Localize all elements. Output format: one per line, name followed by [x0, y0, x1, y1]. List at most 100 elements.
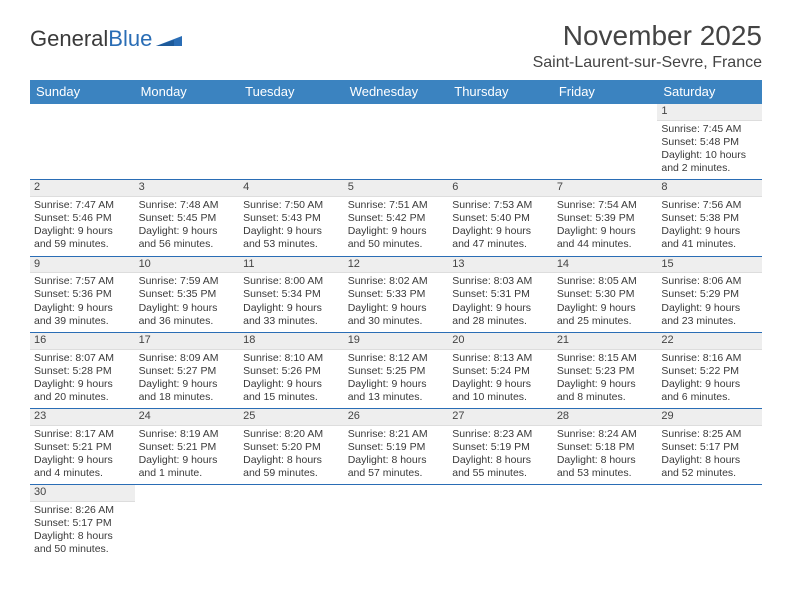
day-content: Sunrise: 7:45 AMSunset: 5:48 PMDaylight:…	[657, 121, 762, 180]
calendar-day-cell: 20Sunrise: 8:13 AMSunset: 5:24 PMDayligh…	[448, 332, 553, 408]
calendar-day-cell: 6Sunrise: 7:53 AMSunset: 5:40 PMDaylight…	[448, 180, 553, 256]
calendar-day-cell: 8Sunrise: 7:56 AMSunset: 5:38 PMDaylight…	[657, 180, 762, 256]
calendar-week-row: 23Sunrise: 8:17 AMSunset: 5:21 PMDayligh…	[30, 409, 762, 485]
weekday-header: Thursday	[448, 80, 553, 104]
sunrise-text: Sunrise: 8:07 AM	[34, 352, 131, 365]
day-number: 20	[448, 333, 553, 350]
daylight-text: Daylight: 8 hours and 52 minutes.	[661, 454, 758, 480]
day-content: Sunrise: 7:50 AMSunset: 5:43 PMDaylight:…	[239, 197, 344, 256]
daylight-text: Daylight: 9 hours and 25 minutes.	[557, 302, 654, 328]
daylight-text: Daylight: 9 hours and 10 minutes.	[452, 378, 549, 404]
day-content: Sunrise: 8:07 AMSunset: 5:28 PMDaylight:…	[30, 350, 135, 409]
calendar-day-cell: 17Sunrise: 8:09 AMSunset: 5:27 PMDayligh…	[135, 332, 240, 408]
sunrise-text: Sunrise: 8:16 AM	[661, 352, 758, 365]
day-number: 6	[448, 180, 553, 197]
month-title: November 2025	[533, 20, 762, 52]
calendar-day-cell	[344, 104, 449, 180]
daylight-text: Daylight: 9 hours and 44 minutes.	[557, 225, 654, 251]
calendar-day-cell: 27Sunrise: 8:23 AMSunset: 5:19 PMDayligh…	[448, 409, 553, 485]
day-number: 27	[448, 409, 553, 426]
sunset-text: Sunset: 5:23 PM	[557, 365, 654, 378]
calendar-day-cell: 12Sunrise: 8:02 AMSunset: 5:33 PMDayligh…	[344, 256, 449, 332]
daylight-text: Daylight: 8 hours and 55 minutes.	[452, 454, 549, 480]
sunset-text: Sunset: 5:31 PM	[452, 288, 549, 301]
day-number: 10	[135, 257, 240, 274]
day-number: 23	[30, 409, 135, 426]
day-content: Sunrise: 8:20 AMSunset: 5:20 PMDaylight:…	[239, 426, 344, 485]
sunrise-text: Sunrise: 7:47 AM	[34, 199, 131, 212]
weekday-header-row: Sunday Monday Tuesday Wednesday Thursday…	[30, 80, 762, 104]
day-content: Sunrise: 7:59 AMSunset: 5:35 PMDaylight:…	[135, 273, 240, 332]
daylight-text: Daylight: 9 hours and 28 minutes.	[452, 302, 549, 328]
sunset-text: Sunset: 5:17 PM	[661, 441, 758, 454]
sunrise-text: Sunrise: 8:05 AM	[557, 275, 654, 288]
sunrise-text: Sunrise: 8:23 AM	[452, 428, 549, 441]
day-content: Sunrise: 8:15 AMSunset: 5:23 PMDaylight:…	[553, 350, 658, 409]
day-number: 3	[135, 180, 240, 197]
day-number: 14	[553, 257, 658, 274]
sunrise-text: Sunrise: 7:48 AM	[139, 199, 236, 212]
daylight-text: Daylight: 9 hours and 1 minute.	[139, 454, 236, 480]
day-content: Sunrise: 8:03 AMSunset: 5:31 PMDaylight:…	[448, 273, 553, 332]
day-content: Sunrise: 8:02 AMSunset: 5:33 PMDaylight:…	[344, 273, 449, 332]
day-number: 7	[553, 180, 658, 197]
daylight-text: Daylight: 9 hours and 50 minutes.	[348, 225, 445, 251]
sunrise-text: Sunrise: 7:56 AM	[661, 199, 758, 212]
calendar-week-row: 30Sunrise: 8:26 AMSunset: 5:17 PMDayligh…	[30, 485, 762, 561]
day-number: 17	[135, 333, 240, 350]
daylight-text: Daylight: 9 hours and 13 minutes.	[348, 378, 445, 404]
sunset-text: Sunset: 5:46 PM	[34, 212, 131, 225]
sunrise-text: Sunrise: 7:57 AM	[34, 275, 131, 288]
sunset-text: Sunset: 5:29 PM	[661, 288, 758, 301]
sunrise-text: Sunrise: 8:26 AM	[34, 504, 131, 517]
sunset-text: Sunset: 5:19 PM	[348, 441, 445, 454]
sunset-text: Sunset: 5:26 PM	[243, 365, 340, 378]
header: GeneralBlue November 2025 Saint-Laurent-…	[30, 20, 762, 72]
daylight-text: Daylight: 9 hours and 4 minutes.	[34, 454, 131, 480]
day-content: Sunrise: 8:16 AMSunset: 5:22 PMDaylight:…	[657, 350, 762, 409]
day-number: 12	[344, 257, 449, 274]
calendar-day-cell: 10Sunrise: 7:59 AMSunset: 5:35 PMDayligh…	[135, 256, 240, 332]
daylight-text: Daylight: 9 hours and 8 minutes.	[557, 378, 654, 404]
day-number: 24	[135, 409, 240, 426]
daylight-text: Daylight: 9 hours and 53 minutes.	[243, 225, 340, 251]
sunset-text: Sunset: 5:33 PM	[348, 288, 445, 301]
sunset-text: Sunset: 5:24 PM	[452, 365, 549, 378]
sunset-text: Sunset: 5:40 PM	[452, 212, 549, 225]
calendar-day-cell	[30, 104, 135, 180]
calendar-table: Sunday Monday Tuesday Wednesday Thursday…	[30, 80, 762, 561]
sunset-text: Sunset: 5:21 PM	[34, 441, 131, 454]
location: Saint-Laurent-sur-Sevre, France	[533, 54, 762, 72]
calendar-day-cell: 11Sunrise: 8:00 AMSunset: 5:34 PMDayligh…	[239, 256, 344, 332]
sunrise-text: Sunrise: 8:06 AM	[661, 275, 758, 288]
sunrise-text: Sunrise: 8:17 AM	[34, 428, 131, 441]
calendar-week-row: 9Sunrise: 7:57 AMSunset: 5:36 PMDaylight…	[30, 256, 762, 332]
calendar-day-cell: 3Sunrise: 7:48 AMSunset: 5:45 PMDaylight…	[135, 180, 240, 256]
calendar-day-cell: 7Sunrise: 7:54 AMSunset: 5:39 PMDaylight…	[553, 180, 658, 256]
calendar-day-cell: 9Sunrise: 7:57 AMSunset: 5:36 PMDaylight…	[30, 256, 135, 332]
sunset-text: Sunset: 5:36 PM	[34, 288, 131, 301]
sunrise-text: Sunrise: 7:50 AM	[243, 199, 340, 212]
day-number: 5	[344, 180, 449, 197]
calendar-day-cell: 28Sunrise: 8:24 AMSunset: 5:18 PMDayligh…	[553, 409, 658, 485]
sunrise-text: Sunrise: 8:00 AM	[243, 275, 340, 288]
day-content: Sunrise: 8:10 AMSunset: 5:26 PMDaylight:…	[239, 350, 344, 409]
sunset-text: Sunset: 5:22 PM	[661, 365, 758, 378]
daylight-text: Daylight: 8 hours and 57 minutes.	[348, 454, 445, 480]
sunrise-text: Sunrise: 8:03 AM	[452, 275, 549, 288]
weekday-header: Monday	[135, 80, 240, 104]
daylight-text: Daylight: 9 hours and 23 minutes.	[661, 302, 758, 328]
weekday-header: Sunday	[30, 80, 135, 104]
day-content: Sunrise: 8:19 AMSunset: 5:21 PMDaylight:…	[135, 426, 240, 485]
calendar-day-cell: 19Sunrise: 8:12 AMSunset: 5:25 PMDayligh…	[344, 332, 449, 408]
calendar-day-cell	[239, 104, 344, 180]
day-number: 19	[344, 333, 449, 350]
day-number: 15	[657, 257, 762, 274]
calendar-week-row: 1Sunrise: 7:45 AMSunset: 5:48 PMDaylight…	[30, 104, 762, 180]
weekday-header: Tuesday	[239, 80, 344, 104]
calendar-day-cell: 1Sunrise: 7:45 AMSunset: 5:48 PMDaylight…	[657, 104, 762, 180]
sunset-text: Sunset: 5:30 PM	[557, 288, 654, 301]
calendar-day-cell	[448, 104, 553, 180]
sunrise-text: Sunrise: 7:53 AM	[452, 199, 549, 212]
sunset-text: Sunset: 5:17 PM	[34, 517, 131, 530]
